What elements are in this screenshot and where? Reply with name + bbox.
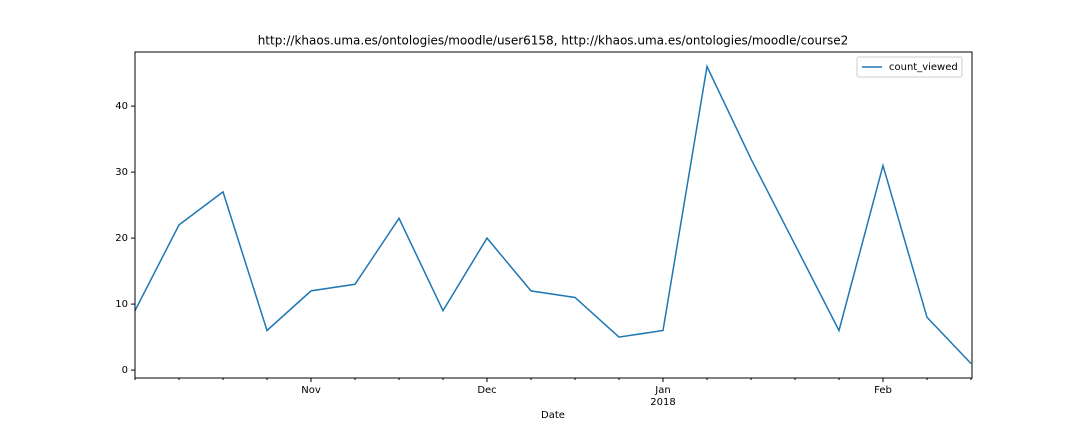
chart-title: http://khaos.uma.es/ontologies/moodle/us… — [258, 34, 849, 48]
x-tick-label: Dec — [477, 385, 496, 396]
x-tick-sublabel: 2018 — [650, 397, 675, 408]
plot-frame — [134, 51, 973, 379]
y-tick-label: 40 — [115, 101, 128, 112]
legend-label: count_viewed — [889, 62, 958, 73]
x-tick-label: Feb — [874, 385, 892, 396]
x-axis-label: Date — [541, 410, 565, 421]
x-tick-label: Jan — [654, 385, 670, 396]
legend-box — [856, 56, 963, 78]
y-tick-label: 30 — [115, 167, 128, 178]
y-tick-label: 0 — [122, 365, 128, 376]
x-tick-label: Nov — [301, 385, 321, 396]
y-tick-label: 10 — [115, 299, 128, 310]
line-series — [135, 64, 972, 364]
y-tick-label: 20 — [115, 233, 128, 244]
